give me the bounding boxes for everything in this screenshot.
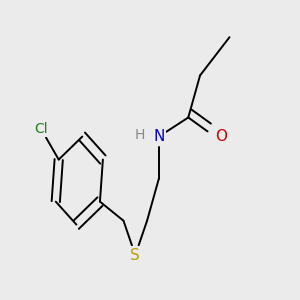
Text: Cl: Cl bbox=[34, 122, 48, 136]
Text: O: O bbox=[215, 129, 227, 144]
Text: S: S bbox=[130, 248, 140, 263]
Text: H: H bbox=[134, 128, 145, 142]
Text: N: N bbox=[153, 129, 164, 144]
